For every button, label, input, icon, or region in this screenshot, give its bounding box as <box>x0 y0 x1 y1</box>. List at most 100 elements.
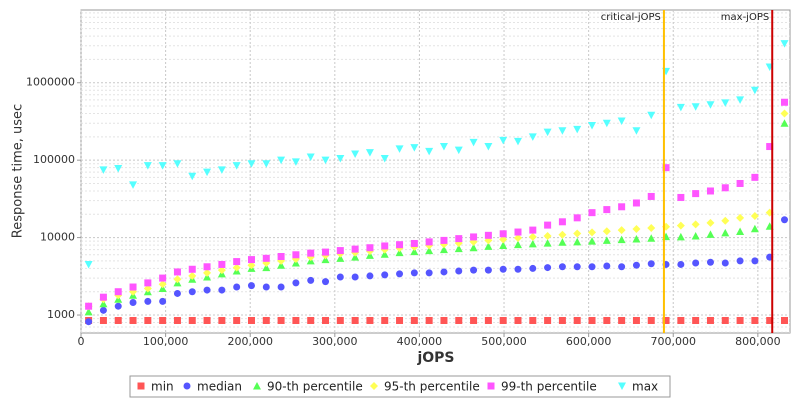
point <box>380 155 389 163</box>
point <box>750 212 759 221</box>
point <box>647 111 656 120</box>
point <box>173 289 181 297</box>
point <box>425 147 434 156</box>
point <box>632 199 640 207</box>
point <box>306 153 315 161</box>
point <box>322 278 330 286</box>
point <box>632 127 641 135</box>
point <box>351 245 359 253</box>
point <box>440 236 448 244</box>
point <box>85 318 93 326</box>
point <box>410 316 418 324</box>
point <box>691 231 700 240</box>
point <box>781 216 789 224</box>
point <box>573 125 582 134</box>
point <box>425 238 433 246</box>
point <box>173 160 182 168</box>
point <box>706 258 714 266</box>
point <box>143 162 152 170</box>
point <box>381 316 389 324</box>
point <box>291 158 300 166</box>
point <box>454 146 463 155</box>
point <box>292 279 300 287</box>
legend-label: max <box>632 380 658 394</box>
point <box>676 221 685 230</box>
point <box>751 257 759 265</box>
point <box>395 145 404 153</box>
point <box>159 297 167 305</box>
point <box>736 316 744 324</box>
y-tick-label: 1000 <box>47 308 75 321</box>
point <box>706 218 715 227</box>
point <box>484 231 492 239</box>
legend-marker <box>253 382 261 390</box>
point <box>188 172 197 181</box>
point <box>159 316 167 324</box>
point <box>499 265 507 273</box>
point <box>721 216 730 225</box>
point <box>217 266 226 275</box>
point <box>780 119 789 127</box>
point <box>158 284 167 293</box>
point <box>514 316 522 324</box>
point <box>277 156 286 165</box>
point <box>247 282 255 290</box>
point <box>470 316 478 324</box>
x-tick-label: 400,000 <box>397 335 443 348</box>
point <box>410 144 419 152</box>
point <box>484 242 493 250</box>
point <box>262 263 271 272</box>
point <box>706 230 715 238</box>
point <box>573 214 581 222</box>
point <box>647 260 655 268</box>
point <box>410 247 419 256</box>
y-tick-label: 1000000 <box>26 76 75 89</box>
point <box>203 286 211 294</box>
point <box>513 233 522 242</box>
point <box>277 316 285 324</box>
point <box>262 254 270 262</box>
point <box>232 162 241 170</box>
point <box>144 279 152 287</box>
point <box>692 316 700 324</box>
x-tick-label: 700,000 <box>650 335 696 348</box>
point <box>158 280 167 289</box>
point <box>632 234 641 243</box>
point <box>454 244 463 253</box>
point <box>602 119 611 128</box>
point <box>336 247 344 255</box>
point <box>558 127 567 135</box>
point <box>114 316 122 324</box>
point <box>84 260 93 269</box>
point <box>528 232 537 241</box>
point <box>736 227 745 235</box>
point <box>396 241 404 249</box>
point <box>366 244 374 252</box>
point <box>425 316 433 324</box>
point <box>543 239 552 247</box>
point <box>573 263 581 271</box>
x-tick-label: 800,000 <box>735 335 781 348</box>
point <box>247 261 256 270</box>
point <box>677 316 685 324</box>
point <box>158 162 167 170</box>
point <box>603 316 611 324</box>
point <box>440 316 448 324</box>
point <box>750 224 759 233</box>
point <box>366 272 374 280</box>
point <box>514 265 522 273</box>
point <box>233 316 241 324</box>
point <box>558 218 566 226</box>
point <box>99 166 108 174</box>
point <box>439 245 448 254</box>
point <box>351 253 360 261</box>
point <box>277 261 286 269</box>
point <box>617 235 626 244</box>
point <box>632 261 640 269</box>
point <box>544 264 552 272</box>
point <box>617 117 626 126</box>
point <box>203 316 211 324</box>
point <box>691 220 700 229</box>
point <box>602 227 611 236</box>
point <box>307 316 315 324</box>
